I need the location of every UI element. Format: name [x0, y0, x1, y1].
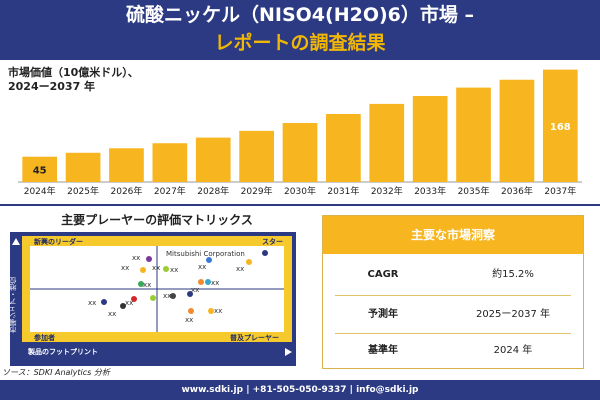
- insight-value: 2024 年: [493, 345, 533, 356]
- x-tick-label: 2036年: [501, 185, 533, 197]
- company-dot: [188, 308, 194, 314]
- page-title-line2: レポートの調査結果: [214, 32, 386, 54]
- company-label: xx: [211, 279, 220, 287]
- company-label: xx: [132, 254, 141, 262]
- x-tick-label: 2025年: [67, 185, 99, 197]
- insight-row-cagr: CAGR 約15.2%: [323, 256, 583, 294]
- company-dot: [208, 308, 214, 314]
- bar: [152, 143, 188, 182]
- company-label: xx: [163, 292, 172, 300]
- insight-row-forecast: 予測年 2025ー2037 年: [323, 296, 583, 334]
- x-tick-label: 2031年: [327, 185, 359, 197]
- header-banner: 硫酸ニッケル（NISO4(H2O)6）市場 – レポートの調査結果: [0, 0, 600, 60]
- chart-label: 市場価値（10億米ドル）、 2024ー2037 年: [8, 66, 139, 94]
- chart-label-line2: 2024ー2037 年: [8, 80, 96, 93]
- matrix-top-left-label: 新興のリーダー: [34, 238, 83, 246]
- company-label: xx: [121, 264, 130, 272]
- insight-key: 基準年: [368, 345, 398, 356]
- matrix-x-axis-label: 製品のフットプリント: [28, 348, 98, 356]
- bar: [456, 87, 491, 182]
- matrix-title: 主要プレーヤーの評価マトリックス: [61, 213, 253, 227]
- matrix-highlight-label: Mitsubishi Corporation: [166, 250, 245, 258]
- bar: [499, 79, 535, 182]
- company-dot: [150, 295, 156, 301]
- section-divider: [0, 204, 600, 206]
- x-tick-label: 2035年: [458, 185, 490, 197]
- source-note: ソース：SDKI Analytics 分析: [2, 368, 110, 377]
- x-tick-label: 2032年: [371, 185, 403, 197]
- page-title-line1: 硫酸ニッケル（NISO4(H2O)6）市場 –: [125, 4, 474, 26]
- x-tick-label: 2037年: [544, 185, 576, 197]
- x-tick-label: 2033年: [414, 185, 446, 197]
- x-tick-label: 2024年: [24, 185, 56, 197]
- x-axis-arrow-icon: [285, 348, 292, 356]
- matrix-quadrant-lines: [30, 246, 284, 332]
- company-dot: [246, 259, 252, 265]
- footer-contact: www.sdki.jp | +81-505-050-9337 | info@sd…: [0, 380, 600, 400]
- bar: [326, 114, 361, 182]
- company-label: xx: [88, 299, 97, 307]
- company-dot: [140, 267, 146, 273]
- row-divider: [335, 295, 571, 296]
- company-label: xx: [108, 310, 117, 318]
- company-dot: [198, 279, 204, 285]
- company-label: xx: [185, 316, 194, 324]
- market-value-bar-chart: 2024年 2025年 2026年 2027年 2028年 2029年 2030年 2031年…: [18, 69, 582, 197]
- company-dot: [146, 256, 152, 262]
- bar: [65, 152, 101, 182]
- bar: [542, 69, 578, 182]
- company-dot: [101, 299, 107, 305]
- y-axis-arrow-icon: [12, 238, 20, 245]
- bar: [239, 130, 274, 182]
- company-label: xx: [191, 286, 200, 294]
- bar: [22, 156, 58, 182]
- company-dot: [170, 293, 176, 299]
- insight-value: 約15.2%: [492, 269, 534, 280]
- company-label: xx: [170, 266, 179, 274]
- x-tick-label: 2029年: [241, 185, 273, 197]
- data-label: 45: [33, 165, 47, 176]
- company-label: xx: [198, 263, 207, 271]
- company-dot: [120, 303, 126, 309]
- company-label: xx: [152, 264, 161, 272]
- x-tick-label: 2030年: [284, 185, 316, 197]
- company-label: xx: [143, 281, 152, 289]
- key-market-insights-panel: 主要な市場洞察 CAGR 約15.2% 予測年 2025ー2037 年 基準年 …: [322, 215, 584, 369]
- key-market-title: 主要な市場洞察: [323, 216, 583, 254]
- x-tick-label: 2028年: [197, 185, 229, 197]
- company-label: xx: [214, 307, 223, 315]
- company-dot: [206, 257, 212, 263]
- bar: [412, 96, 448, 182]
- x-tick-label: 2026年: [111, 185, 143, 197]
- company-dot: [187, 291, 193, 297]
- x-tick-label: 2027年: [154, 185, 186, 197]
- row-divider: [335, 333, 571, 334]
- insight-row-base-year: 基準年 2024 年: [323, 332, 583, 370]
- company-dot: [262, 250, 268, 256]
- company-dot: [163, 266, 169, 272]
- matrix-bottom-left-label: 参加者: [34, 334, 55, 342]
- company-dot: [205, 279, 211, 285]
- bar: [282, 123, 318, 182]
- insight-key: CAGR: [367, 269, 399, 280]
- company-dot: [131, 296, 137, 302]
- data-label: 168: [550, 122, 571, 133]
- matrix-top-right-label: スター: [262, 238, 283, 246]
- bar: [109, 148, 144, 182]
- chart-label-line1: 市場価値（10億米ドル）、: [8, 66, 139, 79]
- insight-key: 予測年: [368, 309, 398, 320]
- insight-value: 2025ー2037 年: [475, 309, 551, 320]
- matrix-y-axis-label: 市場シェア・地位: [9, 277, 17, 333]
- matrix-bottom-right-label: 普及プレーヤー: [230, 334, 279, 342]
- bar: [195, 137, 231, 182]
- bar: [369, 103, 405, 182]
- company-dot: [138, 281, 144, 287]
- company-label: xx: [236, 265, 245, 273]
- company-label: xx: [125, 299, 134, 307]
